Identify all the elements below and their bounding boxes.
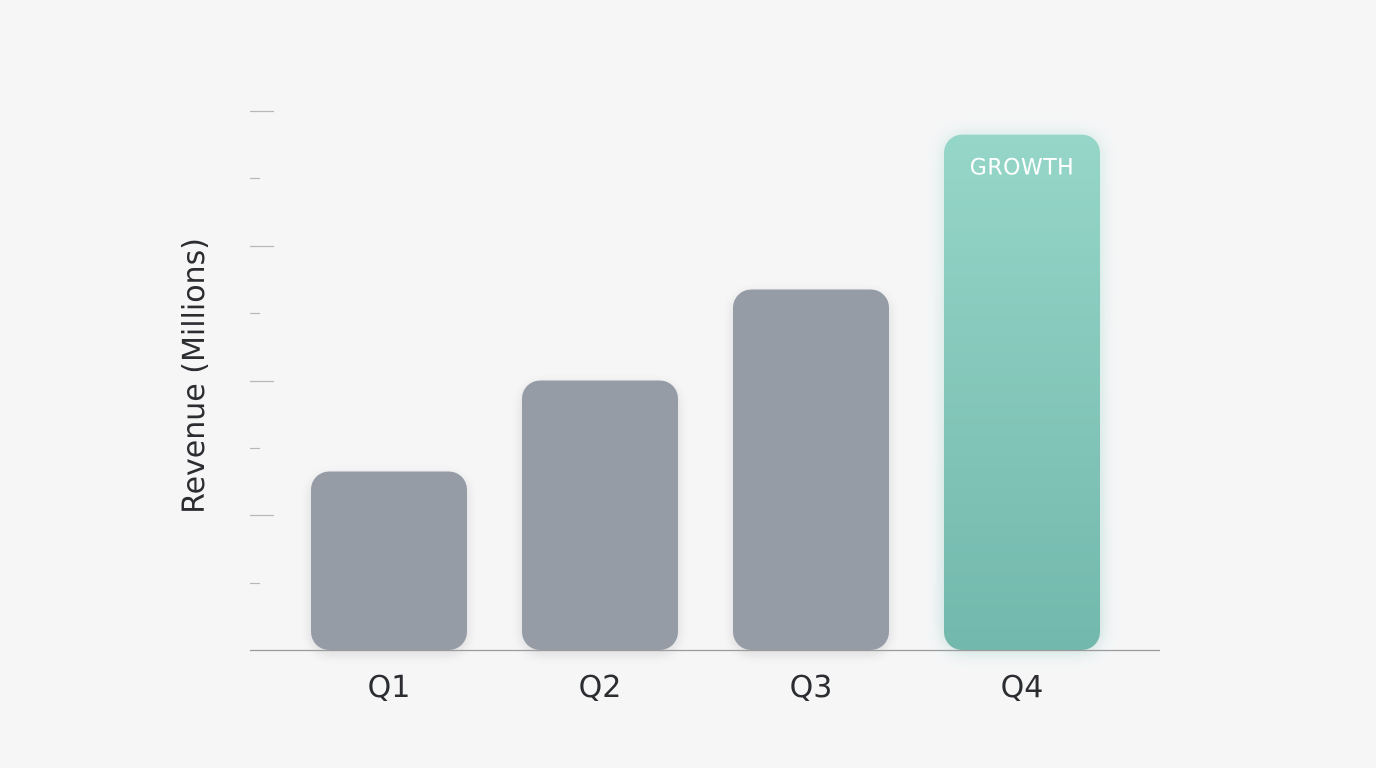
bar-q1 bbox=[311, 471, 467, 650]
x-tick-label: Q1 bbox=[368, 670, 411, 705]
bar-q4 bbox=[944, 134, 1100, 651]
bar-q3 bbox=[733, 289, 889, 650]
bars: GROWTH bbox=[311, 134, 1100, 651]
bar-q2 bbox=[522, 380, 678, 650]
bar-annotation-label: GROWTH bbox=[970, 156, 1074, 181]
x-tick-label: Q4 bbox=[1001, 670, 1044, 705]
x-tick-label: Q2 bbox=[579, 670, 622, 705]
x-tick-label: Q3 bbox=[790, 670, 833, 705]
y-axis-ticks bbox=[250, 110, 274, 585]
y-axis-label: Revenue (Millions) bbox=[177, 238, 212, 514]
x-axis-tick-labels: Q1 Q2 Q3 Q4 bbox=[368, 670, 1044, 705]
